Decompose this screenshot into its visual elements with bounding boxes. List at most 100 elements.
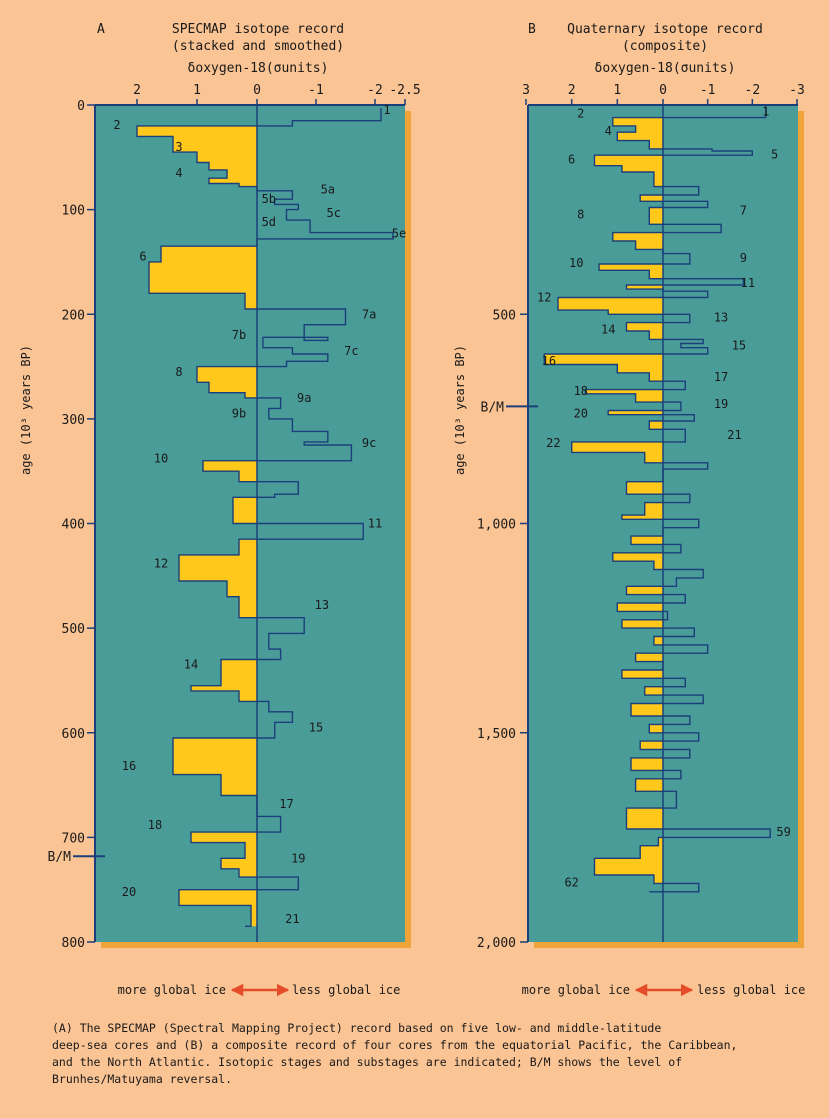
stage-label: 16	[122, 759, 136, 773]
x-tick-label: 3	[522, 83, 530, 98]
caption-line: (A) The SPECMAP (Spectral Mapping Projec…	[52, 1021, 662, 1035]
y-tick-label: 400	[62, 518, 85, 533]
y-tick-label: 1,000	[477, 518, 516, 533]
stage-label: 13	[714, 311, 728, 325]
x-tick-label: 2	[568, 83, 576, 98]
stage-label: 17	[714, 370, 728, 384]
chart-title: Quaternary isotope record	[567, 22, 763, 37]
stage-label: 19	[714, 397, 728, 411]
legend-right: more global ice less global ice	[522, 983, 806, 997]
stage-label: 15	[309, 721, 323, 735]
y-tick-label: 600	[62, 727, 85, 742]
stage-label: 18	[148, 818, 162, 832]
isotope-series-line	[543, 107, 771, 893]
stage-label: 2	[113, 118, 120, 132]
stage-label: 5	[771, 147, 778, 161]
y-tick-label: 800	[62, 936, 85, 951]
x-tick-label: -2	[367, 83, 383, 98]
stage-label: 15	[732, 339, 746, 353]
stage-label: 7b	[232, 328, 246, 342]
stage-label: 21	[285, 912, 299, 926]
caption-line: and the North Atlantic. Isotopic stages …	[52, 1055, 683, 1069]
bm-marker-label: B/M	[481, 400, 505, 415]
stage-label: 5a	[321, 183, 335, 197]
y-tick-label: 0	[77, 99, 85, 114]
figure: 2 1 0 -1 -2 -2.50100200300400500600700800B/MA…	[19, 22, 806, 997]
y-tick-label: 700	[62, 831, 85, 846]
stage-label: 7a	[362, 307, 376, 321]
stage-label: 4	[175, 166, 182, 180]
stage-label: 18	[574, 384, 588, 398]
y-tick-label: 200	[62, 308, 85, 323]
stage-label: 1	[762, 104, 769, 118]
legend-less-ice: less global ice	[292, 983, 400, 997]
bm-marker-label: B/M	[48, 850, 72, 865]
stage-label: 3	[175, 140, 182, 154]
y-tick-label: 2,000	[477, 936, 516, 951]
stage-label: 5b	[262, 192, 276, 206]
stage-label: 10	[569, 256, 583, 270]
legend-more-ice: more global ice	[522, 983, 630, 997]
stage-label: 11	[368, 517, 382, 531]
stage-label: 2	[577, 106, 584, 120]
x-tick-label: 0	[659, 83, 667, 98]
stage-label: 6	[139, 250, 146, 264]
stage-label: 5e	[392, 227, 406, 241]
panel-letter: A	[97, 22, 105, 37]
stage-label: 14	[184, 658, 198, 672]
stage-label: 9a	[297, 391, 311, 405]
isotope-series-line	[136, 108, 394, 927]
chart-subtitle: (stacked and smoothed)	[172, 39, 344, 54]
legend-less-ice: less global ice	[697, 983, 805, 997]
stage-label: 21	[727, 428, 741, 442]
stage-label: 16	[542, 354, 556, 368]
stage-label: 10	[154, 452, 168, 466]
stage-label: 1	[383, 103, 390, 117]
stage-label: 9	[740, 251, 747, 265]
x-tick-label: -3	[789, 83, 805, 98]
stage-label: 62	[564, 876, 578, 890]
x-tick-label: -2	[745, 83, 761, 98]
panel-a: 2 1 0 -1 -2 -2.50100200300400500600700800B/MA…	[19, 22, 421, 951]
stage-label: 12	[154, 556, 168, 570]
stage-label: 14	[601, 323, 615, 337]
caption-line: deep-sea cores and (B) a composite recor…	[52, 1038, 738, 1052]
stage-label: 20	[122, 885, 136, 899]
y-tick-label: 500	[493, 308, 516, 323]
stage-label: 7	[740, 203, 747, 217]
chart-title: SPECMAP isotope record	[172, 22, 344, 37]
x-tick-label: 2	[133, 83, 141, 98]
stage-label: 5c	[326, 206, 340, 220]
stage-label: 17	[279, 797, 293, 811]
x-tick-label: -1	[308, 83, 324, 98]
legend-more-ice: more global ice	[118, 983, 226, 997]
stage-label: 9b	[232, 407, 246, 421]
stage-label: 9c	[362, 436, 376, 450]
x-axis-label: δoxygen-18(σunits)	[188, 61, 329, 76]
stage-label: 6	[568, 152, 575, 166]
x-tick-label: 1	[193, 83, 201, 98]
glacial-fill	[544, 107, 663, 892]
y-axis-label: age (10³ years BP)	[453, 345, 467, 475]
panel-letter: B	[528, 22, 536, 37]
y-tick-label: 300	[62, 413, 85, 428]
stage-label: 7c	[344, 344, 358, 358]
chart-subtitle: (composite)	[622, 39, 708, 54]
x-tick-label: -1	[700, 83, 716, 98]
x-axis-label: δoxygen-18(σunits)	[595, 61, 736, 76]
x-tick-label: -2.5	[389, 83, 420, 98]
stage-label: 59	[776, 825, 790, 839]
stage-label: 8	[175, 365, 182, 379]
stage-label: 22	[546, 436, 560, 450]
y-tick-label: 100	[62, 204, 85, 219]
x-tick-label: 1	[613, 83, 621, 98]
stage-label: 12	[537, 291, 551, 305]
y-axis-label: age (10³ years BP)	[19, 345, 33, 475]
stage-label: 5d	[262, 215, 276, 229]
stage-label: 13	[315, 598, 329, 612]
stage-label: 19	[291, 851, 305, 865]
x-tick-label: 0	[253, 83, 261, 98]
legend-left: more global ice less global ice	[118, 983, 401, 997]
figure-caption: (A) The SPECMAP (Spectral Mapping Projec…	[52, 1020, 812, 1088]
